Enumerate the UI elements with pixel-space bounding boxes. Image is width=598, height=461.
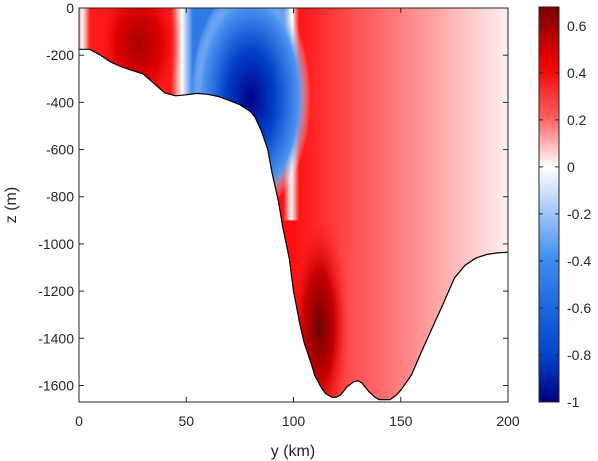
y-tick-label: -1200 xyxy=(38,283,74,299)
colorbar: 0.6 0.4 0.2 0 -0.2 -0.4 -0.6 -0.8 -1 xyxy=(538,6,591,410)
colorbar-tick-label: 0.6 xyxy=(567,18,587,34)
x-axis-ticks: 0 50 100 150 200 xyxy=(75,8,520,429)
bathymetry-line xyxy=(79,48,509,401)
colorbar-tick-label: 0.2 xyxy=(567,112,587,128)
y-tick-label: -400 xyxy=(46,94,74,110)
y-tick-label: -1400 xyxy=(38,330,74,346)
x-tick-label: 50 xyxy=(178,413,194,429)
y-tick-label: -600 xyxy=(46,142,74,158)
y-tick-label: 0 xyxy=(66,0,74,16)
plot-area: 0 50 100 150 200 0 -200 -400 -600 -800 -1000 -1200… xyxy=(38,0,520,429)
y-tick-label: -200 xyxy=(46,47,74,63)
colorbar-tick-label: -1 xyxy=(567,394,580,410)
colorbar-tick-label: -0.6 xyxy=(567,300,591,316)
x-tick-label: 150 xyxy=(389,413,413,429)
colorbar-tick-label: 0 xyxy=(567,159,575,175)
y-tick-label: -1600 xyxy=(38,377,74,393)
y-tick-label: -800 xyxy=(46,189,74,205)
y-tick-label: -1000 xyxy=(38,236,74,252)
y-axis-ticks: 0 -200 -400 -600 -800 -1000 -1200 -1400 -1600 xyxy=(38,0,508,393)
x-axis-label: y (km) xyxy=(271,443,315,460)
zero-contour-inshore xyxy=(79,8,91,221)
x-tick-label: 100 xyxy=(282,413,306,429)
colorbar-tick-label: -0.2 xyxy=(567,206,591,222)
x-tick-label: 0 xyxy=(75,413,83,429)
y-axis-label: z (m) xyxy=(3,187,20,223)
slope-positive-core xyxy=(289,216,350,400)
colorbar-ticks: 0.6 0.4 0.2 0 -0.2 -0.4 -0.6 -0.8 -1 xyxy=(539,18,591,410)
x-tick-label: 200 xyxy=(496,413,520,429)
colorbar-tick-label: -0.8 xyxy=(567,347,591,363)
velocity-field xyxy=(79,8,508,400)
colorbar-scale xyxy=(538,6,560,403)
colorbar-tick-label: -0.4 xyxy=(567,253,591,269)
colorbar-tick-label: 0.4 xyxy=(567,65,587,81)
nearshore-positive-core xyxy=(97,8,182,114)
